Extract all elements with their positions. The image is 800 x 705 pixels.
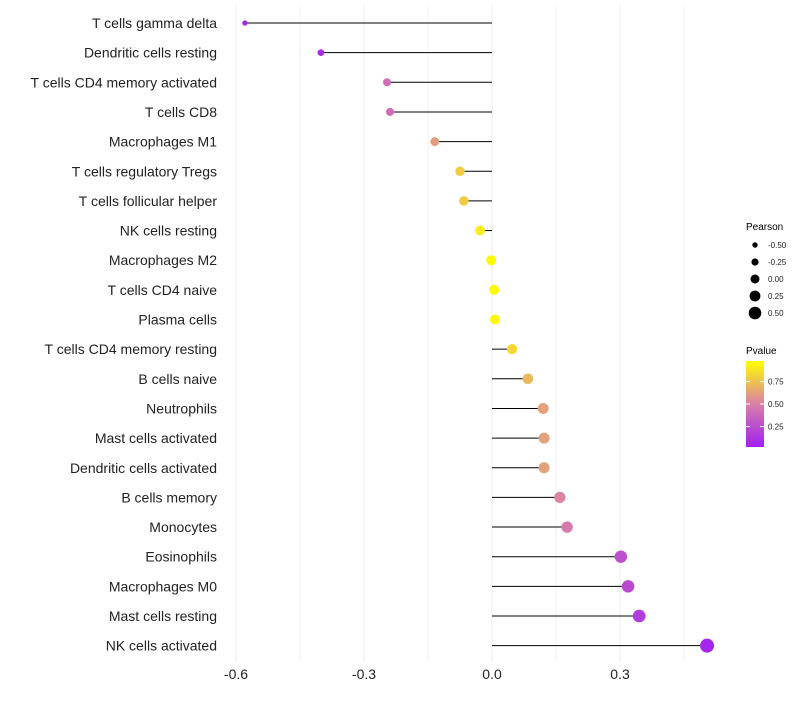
x-tick-label: 0.3 bbox=[610, 666, 630, 682]
lollipop-dot bbox=[621, 580, 635, 593]
y-category-label: Macrophages M2 bbox=[109, 252, 217, 268]
lollipop-dot bbox=[632, 609, 646, 623]
lollipop-dot bbox=[537, 402, 549, 414]
size-legend-dot bbox=[748, 306, 762, 320]
lollipop-dot bbox=[554, 491, 566, 504]
color-legend-label: 0.50 bbox=[768, 400, 784, 409]
y-category-label: T cells CD8 bbox=[145, 104, 217, 120]
y-category-label: T cells gamma delta bbox=[92, 15, 217, 31]
y-category-label: T cells follicular helper bbox=[79, 193, 218, 209]
lollipop-dot bbox=[700, 638, 715, 653]
y-category-label: NK cells activated bbox=[106, 638, 217, 654]
lollipop-dot bbox=[383, 78, 392, 87]
y-category-label: Macrophages M1 bbox=[109, 134, 217, 150]
lollipop-dot bbox=[385, 107, 395, 116]
lollipop-dot bbox=[506, 343, 518, 355]
x-tick-label: 0.0 bbox=[482, 666, 502, 682]
size-legend-label: 0.00 bbox=[768, 275, 784, 284]
lollipop-dot bbox=[489, 314, 501, 325]
pvalue-colorbar bbox=[746, 361, 764, 447]
x-tick-label: -0.3 bbox=[352, 666, 376, 682]
color-legend-title: Pvalue bbox=[746, 346, 777, 357]
lollipop-dot bbox=[614, 550, 628, 563]
size-legend-label: 0.50 bbox=[768, 309, 784, 318]
y-category-label: Dendritic cells activated bbox=[70, 460, 217, 476]
y-category-label: T cells regulatory Tregs bbox=[72, 163, 217, 179]
lollipop-dot bbox=[486, 255, 497, 266]
lollipop-dot bbox=[538, 462, 550, 474]
y-category-label: Monocytes bbox=[149, 519, 217, 535]
lollipop-dot bbox=[242, 20, 248, 26]
color-legend-label: 0.75 bbox=[768, 378, 784, 387]
y-category-label: NK cells resting bbox=[120, 223, 217, 239]
y-category-label: B cells memory bbox=[121, 489, 217, 505]
y-category-label: T cells CD4 naive bbox=[108, 282, 218, 298]
y-category-label: T cells CD4 memory resting bbox=[45, 341, 217, 357]
x-tick-label: -0.6 bbox=[224, 666, 248, 682]
y-category-label: Neutrophils bbox=[146, 400, 217, 416]
size-legend-label: -0.50 bbox=[768, 241, 787, 250]
y-category-label: Mast cells resting bbox=[109, 608, 217, 624]
lollipop-dot bbox=[522, 373, 534, 385]
lollipop-dot bbox=[430, 137, 440, 147]
lollipop-dot bbox=[538, 432, 550, 444]
y-category-label: Eosinophils bbox=[145, 549, 217, 565]
y-category-label: Dendritic cells resting bbox=[84, 45, 217, 61]
lollipop-dot bbox=[475, 225, 485, 236]
lollipop-dot bbox=[455, 166, 465, 176]
size-legend-dot bbox=[752, 242, 758, 248]
y-category-label: B cells naive bbox=[138, 371, 217, 387]
y-category-label: Plasma cells bbox=[138, 312, 217, 328]
size-legend-dot bbox=[750, 274, 760, 284]
lollipop-dot bbox=[317, 49, 325, 57]
y-category-label: Macrophages M0 bbox=[109, 578, 217, 594]
y-category-label: T cells CD4 memory activated bbox=[31, 74, 217, 90]
size-legend-label: -0.25 bbox=[768, 258, 787, 267]
lollipop-dot bbox=[561, 521, 573, 533]
lollipop-dot bbox=[459, 196, 469, 206]
size-legend-dot bbox=[751, 258, 759, 266]
size-legend-dot bbox=[749, 290, 761, 302]
color-legend-label: 0.25 bbox=[768, 423, 784, 432]
lollipop-dot bbox=[489, 284, 500, 295]
y-category-label: Mast cells activated bbox=[95, 430, 217, 446]
size-legend-title: Pearson bbox=[746, 222, 783, 233]
size-legend-label: 0.25 bbox=[768, 292, 784, 301]
